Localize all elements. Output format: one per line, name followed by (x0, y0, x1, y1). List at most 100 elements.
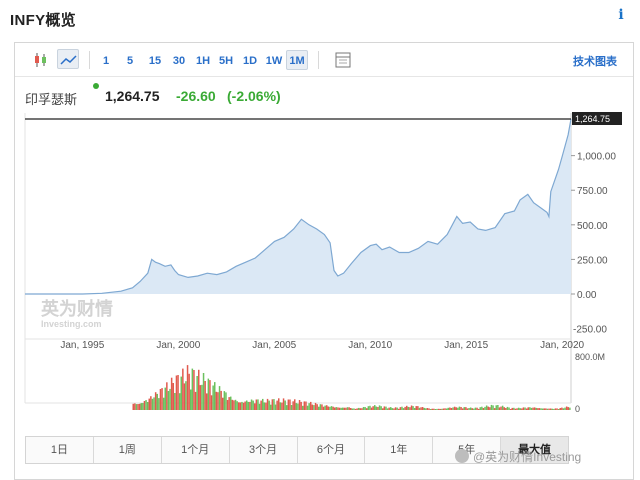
volume-bar (418, 407, 421, 410)
range-3m[interactable]: 3个月 (229, 437, 298, 463)
timeframe-1d[interactable]: 1D (242, 55, 258, 67)
range-1m[interactable]: 1个月 (161, 437, 230, 463)
volume-bar (538, 408, 541, 410)
volume-bar (186, 365, 189, 410)
timeframe-1m[interactable]: 1M (286, 50, 308, 70)
range-1w[interactable]: 1周 (93, 437, 162, 463)
volume-bar (226, 400, 229, 410)
timeframe-15[interactable]: 15 (148, 55, 162, 67)
volume-bar (298, 400, 301, 410)
volume-bar (359, 408, 362, 410)
last-price-tag (572, 112, 622, 125)
volume-bar (527, 407, 529, 410)
volume-bar (287, 399, 290, 410)
volume-bar (398, 408, 400, 410)
volume-bar (220, 390, 222, 410)
range-1y[interactable]: 1年 (365, 437, 434, 463)
volume-bar (388, 407, 390, 410)
volume-bar (334, 407, 336, 410)
volume-bar (543, 408, 545, 410)
volume-bar (180, 376, 182, 410)
range-max[interactable]: 最大值 (501, 437, 568, 463)
volume-bar (367, 406, 370, 410)
volume-bar (426, 408, 429, 410)
volume-bar (369, 405, 371, 410)
volume-bar (222, 397, 224, 410)
volume-bar (132, 403, 134, 410)
volume-bar (164, 387, 166, 410)
volume-bar (378, 405, 381, 410)
volume-bar (266, 398, 269, 410)
volume-bar (316, 404, 318, 410)
volume-bar (402, 408, 405, 410)
volume-bar (428, 408, 430, 410)
chart-panel: 1 5 15 30 1H 5H 1D 1W 1M 技术图表 印孚瑟斯 1,264… (14, 42, 634, 480)
volume-bar (284, 400, 286, 410)
toolbar-divider (318, 51, 319, 69)
volume-bar (557, 409, 560, 410)
volume-bar (228, 397, 230, 410)
volume-bar (204, 381, 206, 410)
volume-bar (258, 403, 261, 410)
volume-bar (151, 398, 154, 410)
volume-bar (140, 403, 142, 410)
volume-bar (242, 402, 245, 410)
volume-bar (218, 386, 221, 410)
volume-bar (172, 383, 174, 410)
volume-bar (326, 405, 328, 410)
volume-bar (436, 408, 438, 410)
volume-bar (175, 375, 178, 410)
volume-bar (182, 368, 184, 410)
timeframe-1h[interactable]: 1H (195, 55, 211, 67)
technical-chart-link[interactable]: 技术图表 (573, 56, 617, 68)
timeframe-1[interactable]: 1 (102, 55, 110, 67)
range-6m[interactable]: 6个月 (297, 437, 366, 463)
timeframe-1w[interactable]: 1W (265, 55, 283, 67)
timeframe-30[interactable]: 30 (172, 55, 186, 67)
volume-bar (337, 407, 339, 410)
volume-bar (377, 407, 379, 410)
volume-bar (425, 408, 427, 410)
volume-bar (545, 408, 547, 410)
volume-bar (161, 388, 163, 410)
volume-bar (313, 405, 315, 410)
candlestick-chart-icon[interactable] (29, 49, 51, 69)
volume-bar (517, 407, 520, 410)
volume-bar (286, 405, 288, 410)
volume-bar (481, 406, 483, 410)
volume-bar (278, 398, 280, 410)
volume-bar (217, 392, 219, 410)
volume-bar (537, 408, 539, 410)
volume-bar (468, 408, 470, 410)
volume-bar (386, 408, 389, 410)
price-line (25, 118, 572, 295)
y-tick-label: -250.00 (573, 325, 607, 336)
y-tick-label: 750.00 (577, 186, 608, 197)
volume-bar (415, 406, 417, 410)
info-icon[interactable]: i (618, 7, 624, 23)
indicator-panel-icon[interactable] (331, 49, 353, 69)
range-1d[interactable]: 1日 (26, 437, 94, 463)
volume-bar (239, 402, 242, 410)
volume-bar (185, 381, 187, 410)
volume-bar (559, 408, 561, 410)
volume-bar (190, 389, 192, 410)
timeframe-5[interactable]: 5 (126, 55, 134, 67)
volume-bar (469, 407, 472, 410)
volume-bar (303, 401, 306, 410)
volume-bar (466, 408, 469, 410)
volume-bar (236, 401, 238, 410)
volume-bar (134, 403, 136, 410)
chart-toolbar: 1 5 15 30 1H 5H 1D 1W 1M 技术图表 (15, 43, 633, 77)
volume-bar (525, 408, 528, 410)
volume-bar (257, 399, 259, 410)
volume-tick-label: 800.0M (575, 352, 605, 362)
timeframe-5h[interactable]: 5H (218, 55, 234, 67)
area-chart-icon[interactable] (57, 49, 79, 69)
volume-bar (370, 407, 373, 410)
volume-bar (351, 408, 354, 410)
volume-bar (450, 408, 453, 410)
volume-bar (335, 407, 338, 410)
price-chart[interactable]: 0.00 250.00 500.00 750.00 1,000.00 -250.00 Jan… (15, 43, 633, 435)
volume-bar (546, 408, 549, 410)
